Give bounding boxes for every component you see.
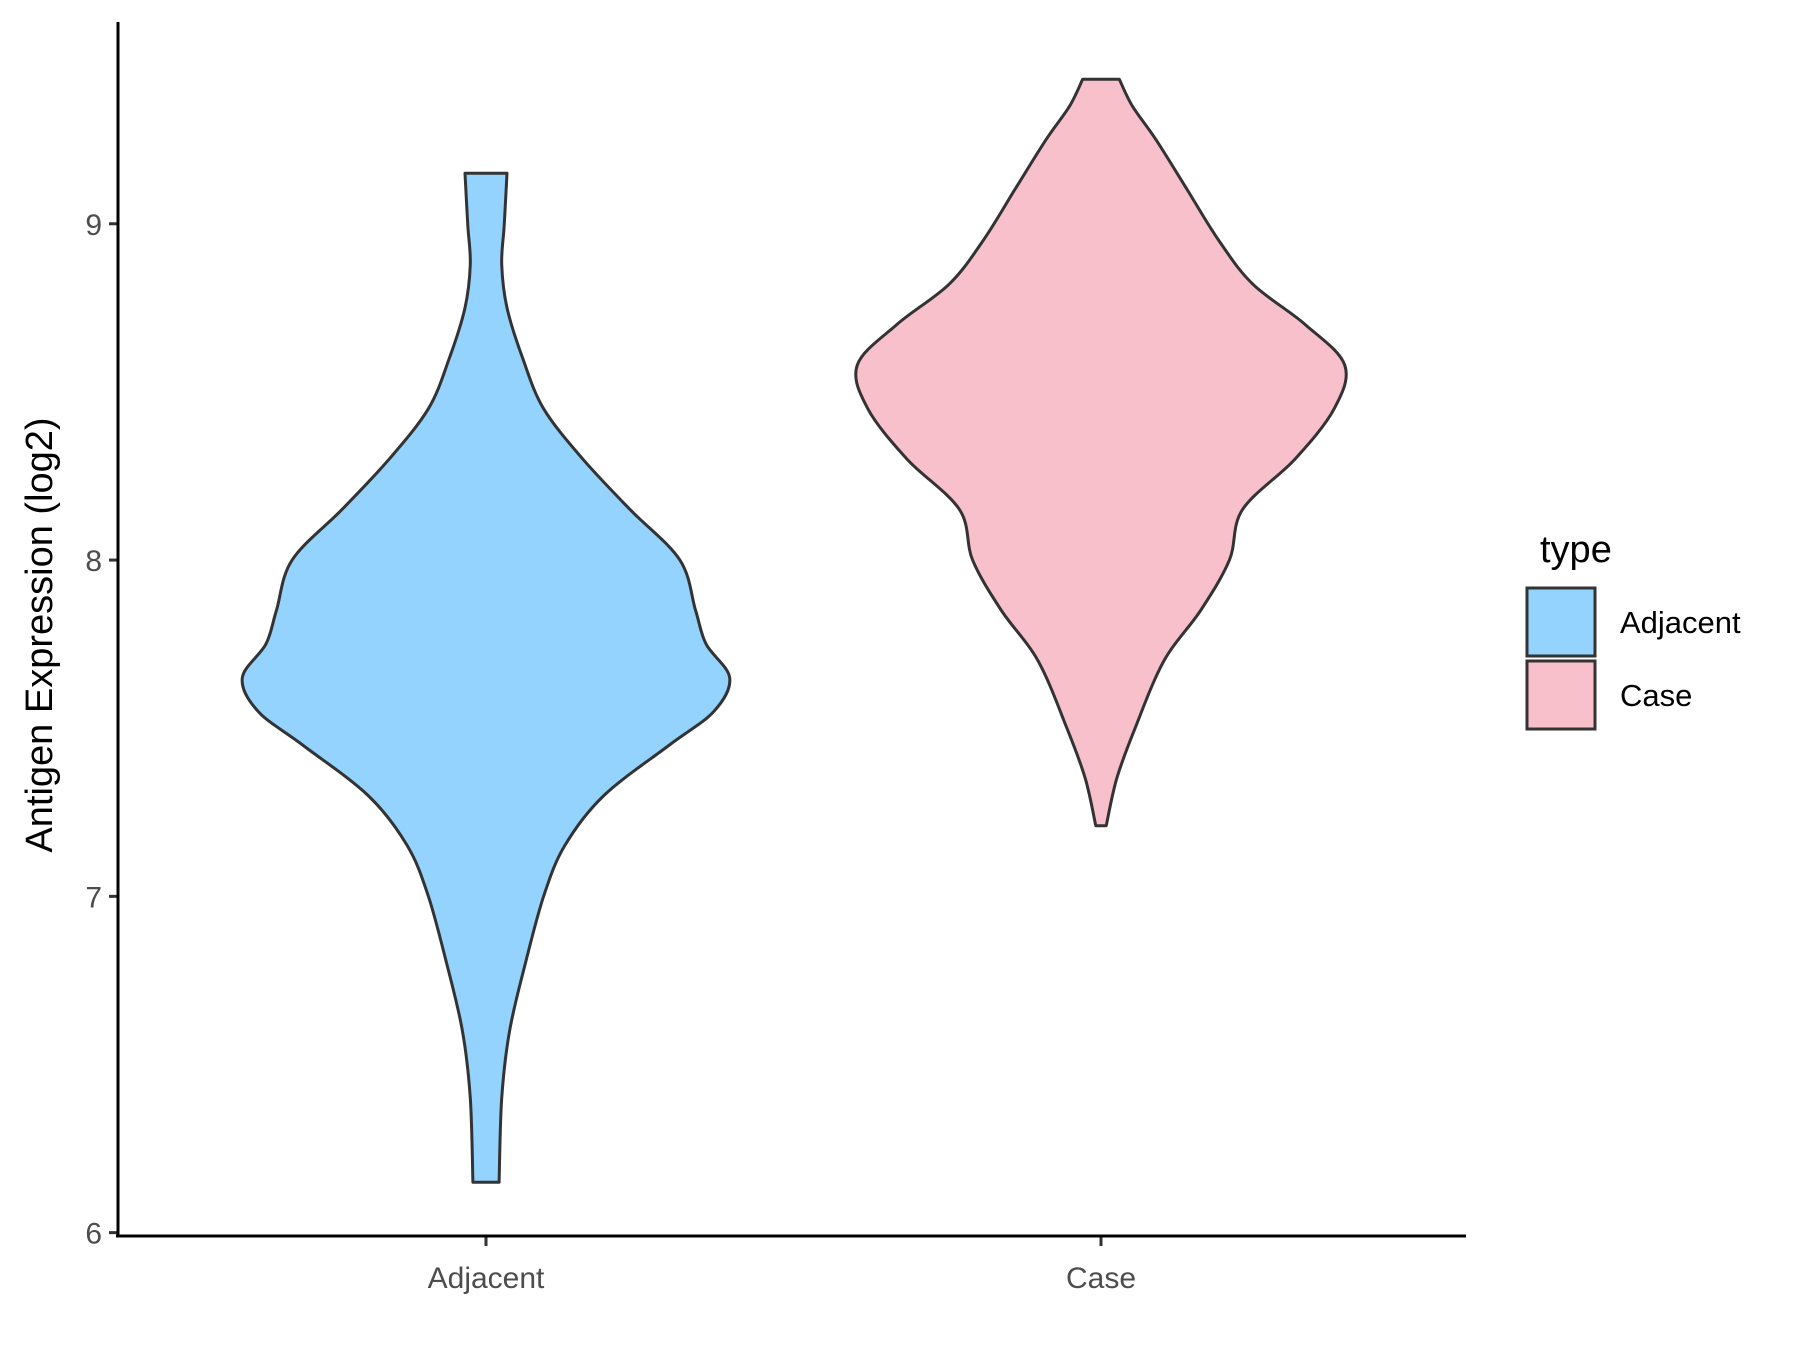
legend-label-case: Case bbox=[1620, 678, 1692, 713]
violins bbox=[240, 77, 1348, 1184]
legend-label-adjacent: Adjacent bbox=[1620, 605, 1741, 640]
y-axis-title: Antigen Expression (log2) bbox=[19, 417, 61, 852]
violin-case bbox=[854, 77, 1348, 828]
legend: type Adjacent Case bbox=[1525, 529, 1741, 731]
x-axis-ticks: Adjacent Case bbox=[428, 1236, 1136, 1295]
legend-key-case bbox=[1525, 659, 1597, 731]
x-tick-label: Adjacent bbox=[428, 1262, 545, 1295]
legend-title: type bbox=[1540, 529, 1612, 571]
y-axis-ticks: 6 7 8 9 bbox=[85, 209, 118, 1251]
y-tick-label: 9 bbox=[85, 209, 102, 242]
y-tick-label: 7 bbox=[85, 881, 102, 914]
x-tick-label: Case bbox=[1066, 1262, 1136, 1295]
legend-key-adjacent bbox=[1525, 586, 1597, 658]
y-tick-label: 8 bbox=[85, 545, 102, 578]
y-tick-label: 6 bbox=[85, 1218, 102, 1251]
violin-adjacent bbox=[240, 171, 732, 1184]
